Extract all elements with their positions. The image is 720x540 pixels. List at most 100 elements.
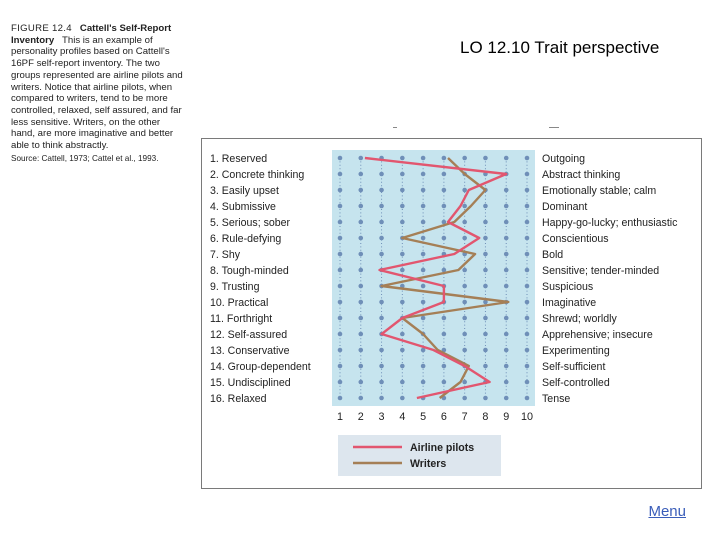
scale-dot — [400, 347, 405, 353]
scale-dot — [462, 203, 467, 209]
scale-dot — [503, 267, 509, 273]
scale-dot — [358, 219, 364, 225]
scale-dot — [483, 283, 488, 289]
scale-dot — [462, 379, 467, 385]
low-trait-labels: 1. Reserved 2. Concrete thinking 3. Easily… — [210, 153, 311, 405]
scale-dot — [400, 379, 405, 385]
menu-link[interactable]: Menu — [648, 503, 686, 520]
scale-dot — [337, 395, 343, 401]
scale-dot — [358, 171, 364, 177]
scale-tick-label: 10 — [521, 411, 533, 423]
scale-dot — [358, 235, 364, 241]
scale-dot — [524, 187, 530, 193]
scale-dot — [400, 219, 405, 225]
low-trait-label: 8. Tough-minded — [210, 265, 289, 277]
scale-dot — [503, 395, 509, 401]
low-trait-label: 5. Serious; sober — [210, 217, 291, 229]
high-trait-label: Sensitive; tender-minded — [542, 265, 659, 277]
scale-dot — [379, 171, 384, 177]
scale-dot — [337, 267, 343, 273]
scale-dot — [420, 363, 426, 369]
scale-dot — [441, 347, 447, 353]
scale-dot — [524, 331, 530, 337]
scale-dot — [524, 283, 530, 289]
scale-dot — [337, 299, 343, 305]
high-trait-label: Dominant — [542, 201, 587, 213]
scale-dot — [400, 395, 405, 401]
scale-dot — [524, 347, 530, 353]
scale-dot — [524, 395, 530, 401]
low-trait-label: 1. Reserved — [210, 153, 267, 165]
scale-tick-label: 5 — [420, 411, 426, 423]
scale-dot — [524, 267, 530, 273]
scale-tick-label: 1 — [337, 411, 343, 423]
scale-dot — [358, 331, 364, 337]
scale-dot — [524, 155, 530, 161]
figure-caption-body: This is an example of personality profil… — [11, 34, 183, 152]
low-trait-label: 6. Rule-defying — [210, 233, 281, 245]
scale-dot — [441, 219, 447, 225]
scale-dot — [462, 299, 467, 305]
scale-dot — [400, 299, 405, 305]
scale-dot — [462, 283, 467, 289]
scale-dot — [379, 235, 384, 241]
high-trait-label: Happy-go-lucky; enthusiastic — [542, 217, 678, 229]
decorative-mark — [549, 127, 559, 128]
low-trait-label: 16. Relaxed — [210, 393, 267, 405]
low-trait-label: 7. Shy — [210, 249, 241, 261]
scale-dot — [503, 283, 509, 289]
scale-dot — [462, 235, 467, 241]
scale-dot — [462, 219, 467, 225]
scale-dot — [441, 171, 447, 177]
low-trait-label: 10. Practical — [210, 297, 268, 309]
scale-dot — [441, 203, 447, 209]
scale-dot — [400, 283, 405, 289]
scale-tick-label: 4 — [399, 411, 405, 423]
high-trait-label: Outgoing — [542, 153, 585, 165]
scale-dot — [337, 203, 343, 209]
scale-tick-label: 2 — [358, 411, 364, 423]
scale-dot — [483, 235, 488, 241]
scale-dot — [358, 251, 364, 257]
figure-source: Source: Cattell, 1973; Cattel et al., 19… — [11, 153, 159, 163]
chart-legend: Airline pilots Writers — [338, 435, 501, 476]
scale-dot — [358, 203, 364, 209]
scale-dot — [337, 363, 343, 369]
scale-dot — [441, 267, 447, 273]
scale-dot — [524, 203, 530, 209]
scale-dot — [337, 331, 343, 337]
scale-dot — [400, 203, 405, 209]
scale-dot — [358, 315, 364, 321]
scale-dot — [462, 331, 467, 337]
scale-dot — [337, 315, 343, 321]
series-lines — [364, 156, 510, 400]
personality-profile-figure: 1. Reserved 2. Concrete thinking 3. Easily… — [201, 138, 702, 489]
scale-dot — [483, 219, 488, 225]
scale-dot — [337, 379, 343, 385]
high-trait-label: Imaginative — [542, 297, 596, 309]
scale-dot — [483, 315, 488, 321]
scale-dot — [379, 251, 384, 257]
scale-dot — [524, 315, 530, 321]
scale-dot — [503, 235, 509, 241]
scale-dot — [420, 155, 426, 161]
high-trait-label: Abstract thinking — [542, 169, 620, 181]
high-trait-label: Suspicious — [542, 281, 593, 293]
scale-dot — [483, 155, 488, 161]
low-trait-label: 11. Forthright — [210, 313, 272, 325]
scale-dot — [358, 379, 364, 385]
scale-dot — [462, 347, 467, 353]
scale-dot — [379, 219, 384, 225]
scale-dot — [400, 267, 405, 273]
scale-dot — [503, 363, 509, 369]
writers-line — [380, 157, 510, 399]
scale-dot — [524, 299, 530, 305]
high-trait-label: Tense — [542, 393, 570, 405]
scale-dot — [420, 379, 426, 385]
scale-dot — [503, 203, 509, 209]
high-trait-label: Apprehensive; insecure — [542, 329, 653, 341]
scale-dot — [441, 315, 447, 321]
scale-dot — [337, 235, 343, 241]
scale-dot — [337, 187, 343, 193]
slide-title: LO 12.10 Trait perspective — [460, 38, 660, 57]
